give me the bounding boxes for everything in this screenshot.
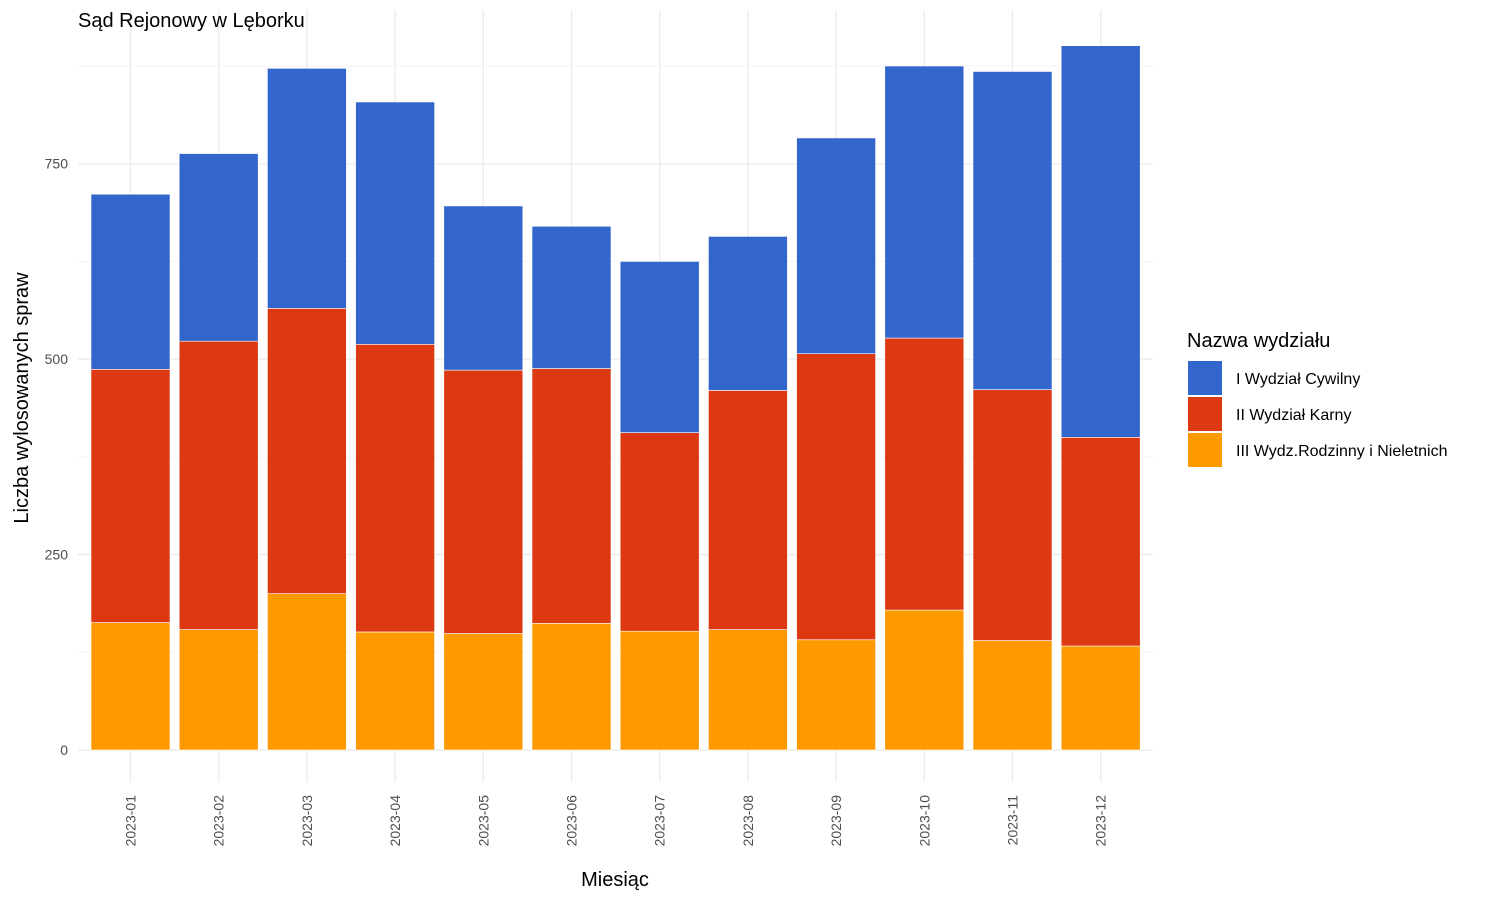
bar-2023-06-i-wydzia-cywilny <box>531 225 612 369</box>
bar-2023-10-iii-wydz-rodzinny-i-nieletnich <box>884 609 965 751</box>
x-tick-label: 2023-02 <box>211 795 227 847</box>
bar-2023-01-iii-wydz-rodzinny-i-nieletnich <box>90 622 171 751</box>
bar-2023-02-iii-wydz-rodzinny-i-nieletnich <box>178 629 259 751</box>
legend-swatch <box>1188 397 1222 431</box>
bar-2023-08-ii-wydzia-karny <box>708 390 788 630</box>
legend-label: II Wydział Karny <box>1236 407 1351 424</box>
x-tick-label: 2023-01 <box>123 795 139 847</box>
legend-title: Nazwa wydziału <box>1187 330 1330 352</box>
x-tick-label: 2023-06 <box>564 795 580 847</box>
x-tick-label: 2023-08 <box>740 795 756 847</box>
x-tick-label: 2023-04 <box>387 795 403 847</box>
x-tick-label: 2023-10 <box>916 795 932 847</box>
y-tick-label: 500 <box>45 351 69 367</box>
bar-2023-03-iii-wydz-rodzinny-i-nieletnich <box>267 593 347 751</box>
x-tick-label: 2023-12 <box>1093 795 1109 847</box>
legend-swatch <box>1188 361 1222 395</box>
legend-label: III Wydz.Rodzinny i Nieletnich <box>1236 443 1448 460</box>
bar-2023-05-i-wydzia-cywilny <box>443 205 524 371</box>
bar-2023-08-iii-wydz-rodzinny-i-nieletnich <box>708 629 788 751</box>
legend-swatch <box>1188 433 1222 467</box>
bar-2023-10-i-wydzia-cywilny <box>884 65 965 339</box>
legend: Nazwa wydziału I Wydział Cywilny II Wydzi… <box>1187 330 1448 467</box>
bar-2023-11-iii-wydz-rodzinny-i-nieletnich <box>972 640 1053 751</box>
bar-2023-04-ii-wydzia-karny <box>355 343 435 633</box>
bar-2023-09-iii-wydz-rodzinny-i-nieletnich <box>796 639 876 751</box>
bar-2023-07-i-wydzia-cywilny <box>619 261 700 433</box>
chart-title: Sąd Rejonowy w Lęborku <box>78 10 305 32</box>
bar-2023-05-ii-wydzia-karny <box>443 369 524 634</box>
bars <box>90 45 1141 751</box>
bar-2023-06-iii-wydz-rodzinny-i-nieletnich <box>531 623 612 751</box>
x-tick-label: 2023-07 <box>652 795 668 847</box>
x-tick-labels: 2023-01 2023-02 2023-03 2023-04 2023-05 2023-… <box>123 795 1109 847</box>
bar-2023-07-iii-wydz-rodzinny-i-nieletnich <box>619 630 700 751</box>
bar-2023-07-ii-wydzia-karny <box>619 432 700 632</box>
bar-2023-11-ii-wydzia-karny <box>972 389 1053 641</box>
x-tick-label: 2023-09 <box>828 795 844 847</box>
bar-2023-12-ii-wydzia-karny <box>1060 437 1141 647</box>
bar-2023-04-i-wydzia-cywilny <box>355 101 435 345</box>
y-tick-label: 250 <box>45 547 69 563</box>
bar-2023-03-i-wydzia-cywilny <box>267 68 347 309</box>
legend-label: I Wydział Cywilny <box>1236 371 1360 388</box>
bar-2023-11-i-wydzia-cywilny <box>972 71 1053 390</box>
bar-2023-01-ii-wydzia-karny <box>90 369 171 623</box>
x-axis-title: Miesiąc <box>581 869 649 891</box>
bar-2023-03-ii-wydzia-karny <box>267 308 347 594</box>
x-tick-label: 2023-05 <box>475 795 491 847</box>
bar-2023-06-ii-wydzia-karny <box>531 368 612 624</box>
bar-2023-04-iii-wydz-rodzinny-i-nieletnich <box>355 631 435 751</box>
bar-2023-12-iii-wydz-rodzinny-i-nieletnich <box>1060 645 1141 751</box>
x-tick-label: 2023-11 <box>1005 795 1021 846</box>
bar-2023-09-ii-wydzia-karny <box>796 353 876 641</box>
bar-2023-02-i-wydzia-cywilny <box>178 153 259 342</box>
bar-2023-02-ii-wydzia-karny <box>178 340 259 630</box>
y-tick-label: 0 <box>60 742 68 758</box>
x-tick-label: 2023-03 <box>299 795 315 847</box>
bar-2023-05-iii-wydz-rodzinny-i-nieletnich <box>443 633 524 751</box>
bar-2023-08-i-wydzia-cywilny <box>708 236 788 391</box>
bar-2023-09-i-wydzia-cywilny <box>796 137 876 354</box>
bar-2023-12-i-wydzia-cywilny <box>1060 45 1141 438</box>
bar-2023-10-ii-wydzia-karny <box>884 337 965 611</box>
y-axis-title: Liczba wylosowanych spraw <box>11 272 33 524</box>
y-tick-label: 750 <box>45 156 69 172</box>
y-tick-labels: 0 250 500 750 <box>45 156 69 758</box>
legend-items: I Wydział Cywilny II Wydział Karny III Wyd… <box>1188 361 1448 467</box>
bar-2023-01-i-wydzia-cywilny <box>90 193 171 370</box>
